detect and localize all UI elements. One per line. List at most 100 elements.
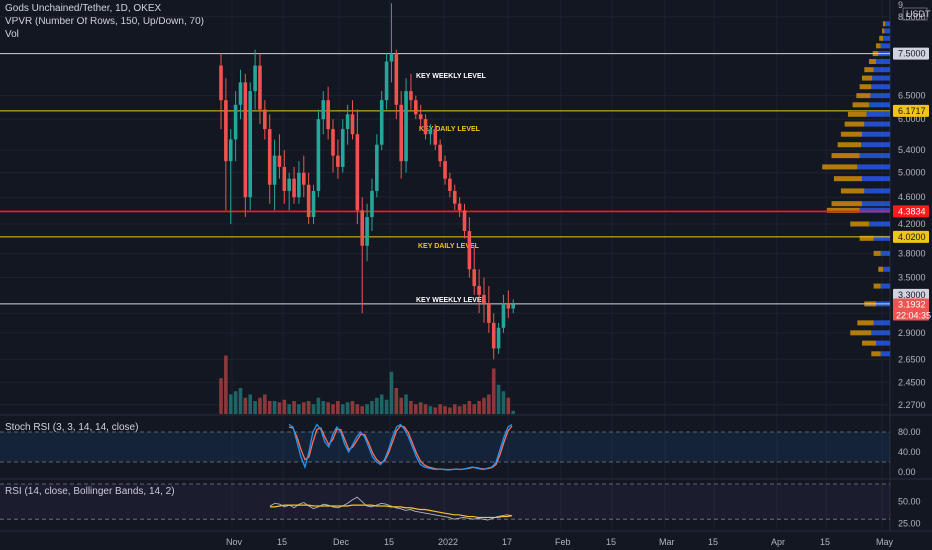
candle-body [297,172,301,198]
price-tick-label: 4.2000 [898,219,926,229]
volume-bar [404,394,408,414]
volume-bar [384,399,389,414]
candle-body [253,65,257,92]
vp-bar-down [873,250,881,256]
vol-legend[interactable]: Vol [5,29,19,40]
volume-bar [501,391,506,414]
volume-bar [331,404,335,414]
vp-bar-up [864,188,890,194]
candle-body [462,210,467,232]
volume-bar [477,401,481,414]
candle-body [292,178,296,198]
volume-bar [379,394,384,414]
price-label-text: 3.3000 [898,290,926,300]
volume-bar [409,401,413,414]
candle-body [457,203,462,211]
volume-bar [326,402,330,414]
price-label-text: 3.1932 [898,300,926,310]
time-tick-label: May [876,537,894,547]
volume-bar [306,401,311,414]
vp-bar-down [861,75,873,81]
time-tick-label: Nov [226,537,243,547]
vp-bar-down [831,153,860,159]
vp-bar-up [880,283,890,289]
volume-bar [340,404,345,414]
candle-body [282,166,287,191]
vp-bar-up [873,320,890,326]
vp-bar-down [837,142,862,148]
key-level-label: KEY WEEKLY LEVEL [416,73,487,80]
price-label-box [893,47,929,60]
candle-body [219,65,223,101]
candle-body [360,210,365,246]
volume-bar [233,391,238,414]
volume-bar [487,394,491,414]
candle-body [228,139,233,162]
price-tick-label: 3.5000 [898,273,926,283]
volume-bar [370,401,374,414]
candle-body [336,155,340,167]
vp-bar-down [857,320,874,326]
time-tick-label: Feb [555,537,571,547]
vp-bar-down [882,28,885,34]
candle-body [418,114,423,120]
candle-body [306,184,311,218]
candle-body [224,100,228,162]
time-tick-label: 15 [384,537,394,547]
candle-body [409,91,413,101]
price-tick-label: 2.9000 [898,328,926,338]
volume-bar [491,368,496,414]
vp-bar-up [861,142,890,148]
volume-bar [511,410,515,414]
candle-body [326,100,330,130]
stoch-rsi-label[interactable]: Stoch RSI (3, 3, 14, 14, close) [5,422,139,433]
price-label-text: 6.1717 [898,106,926,116]
price-tick-label: 2.4500 [898,377,926,387]
volume-bar [496,384,501,414]
price-tick-label: 9 [898,0,903,10]
candle-body [511,304,515,309]
price-tick-label: 5.0000 [898,168,926,178]
volume-bar [228,394,233,414]
vp-bar-up [875,340,890,346]
vp-bar-up [866,111,890,117]
vpvr-legend[interactable]: VPVR (Number Of Rows, 150, Up/Down, 70) [5,16,204,27]
candle-body [472,269,477,287]
volume-bar [394,388,399,414]
candle-body [287,178,291,191]
vp-bar-up [861,176,890,182]
candle-body [248,91,253,198]
vp-bar-up [880,43,890,49]
vp-bar-up [882,35,890,41]
candle-body [258,65,262,110]
candle-body [506,303,511,309]
price-tick-label: 6.0000 [898,114,926,124]
rsi-tick-label: 25.00 [898,519,921,529]
time-tick-label: 15 [708,537,718,547]
time-tick-label: Dec [333,537,350,547]
volume-bar [452,404,457,414]
candle-body [491,322,496,349]
rsi-line [269,496,513,521]
volume-bar [243,397,248,414]
candle-body [267,129,272,185]
candle-body [238,82,243,105]
volume-bar [506,397,511,414]
volume-bar [423,404,428,414]
vp-bar-up [871,84,890,90]
rsi-label[interactable]: RSI (14, close, Bollinger Bands, 14, 2) [5,486,175,497]
volume-bar [428,406,433,414]
candle-body [423,119,428,135]
vp-bar-down [833,176,862,182]
vp-bar-down [840,188,865,194]
candle-body [496,327,501,349]
vp-bar-up [861,131,890,137]
price-label-text: 4.3834 [898,206,926,216]
chart-title: Gods Unchained/Tether, 1D, OKEX [5,3,162,14]
vp-bar-down [859,235,874,241]
candle-body [370,190,374,218]
volume-bar [287,404,291,414]
candle-body [375,144,379,191]
stoch-band [0,432,890,462]
